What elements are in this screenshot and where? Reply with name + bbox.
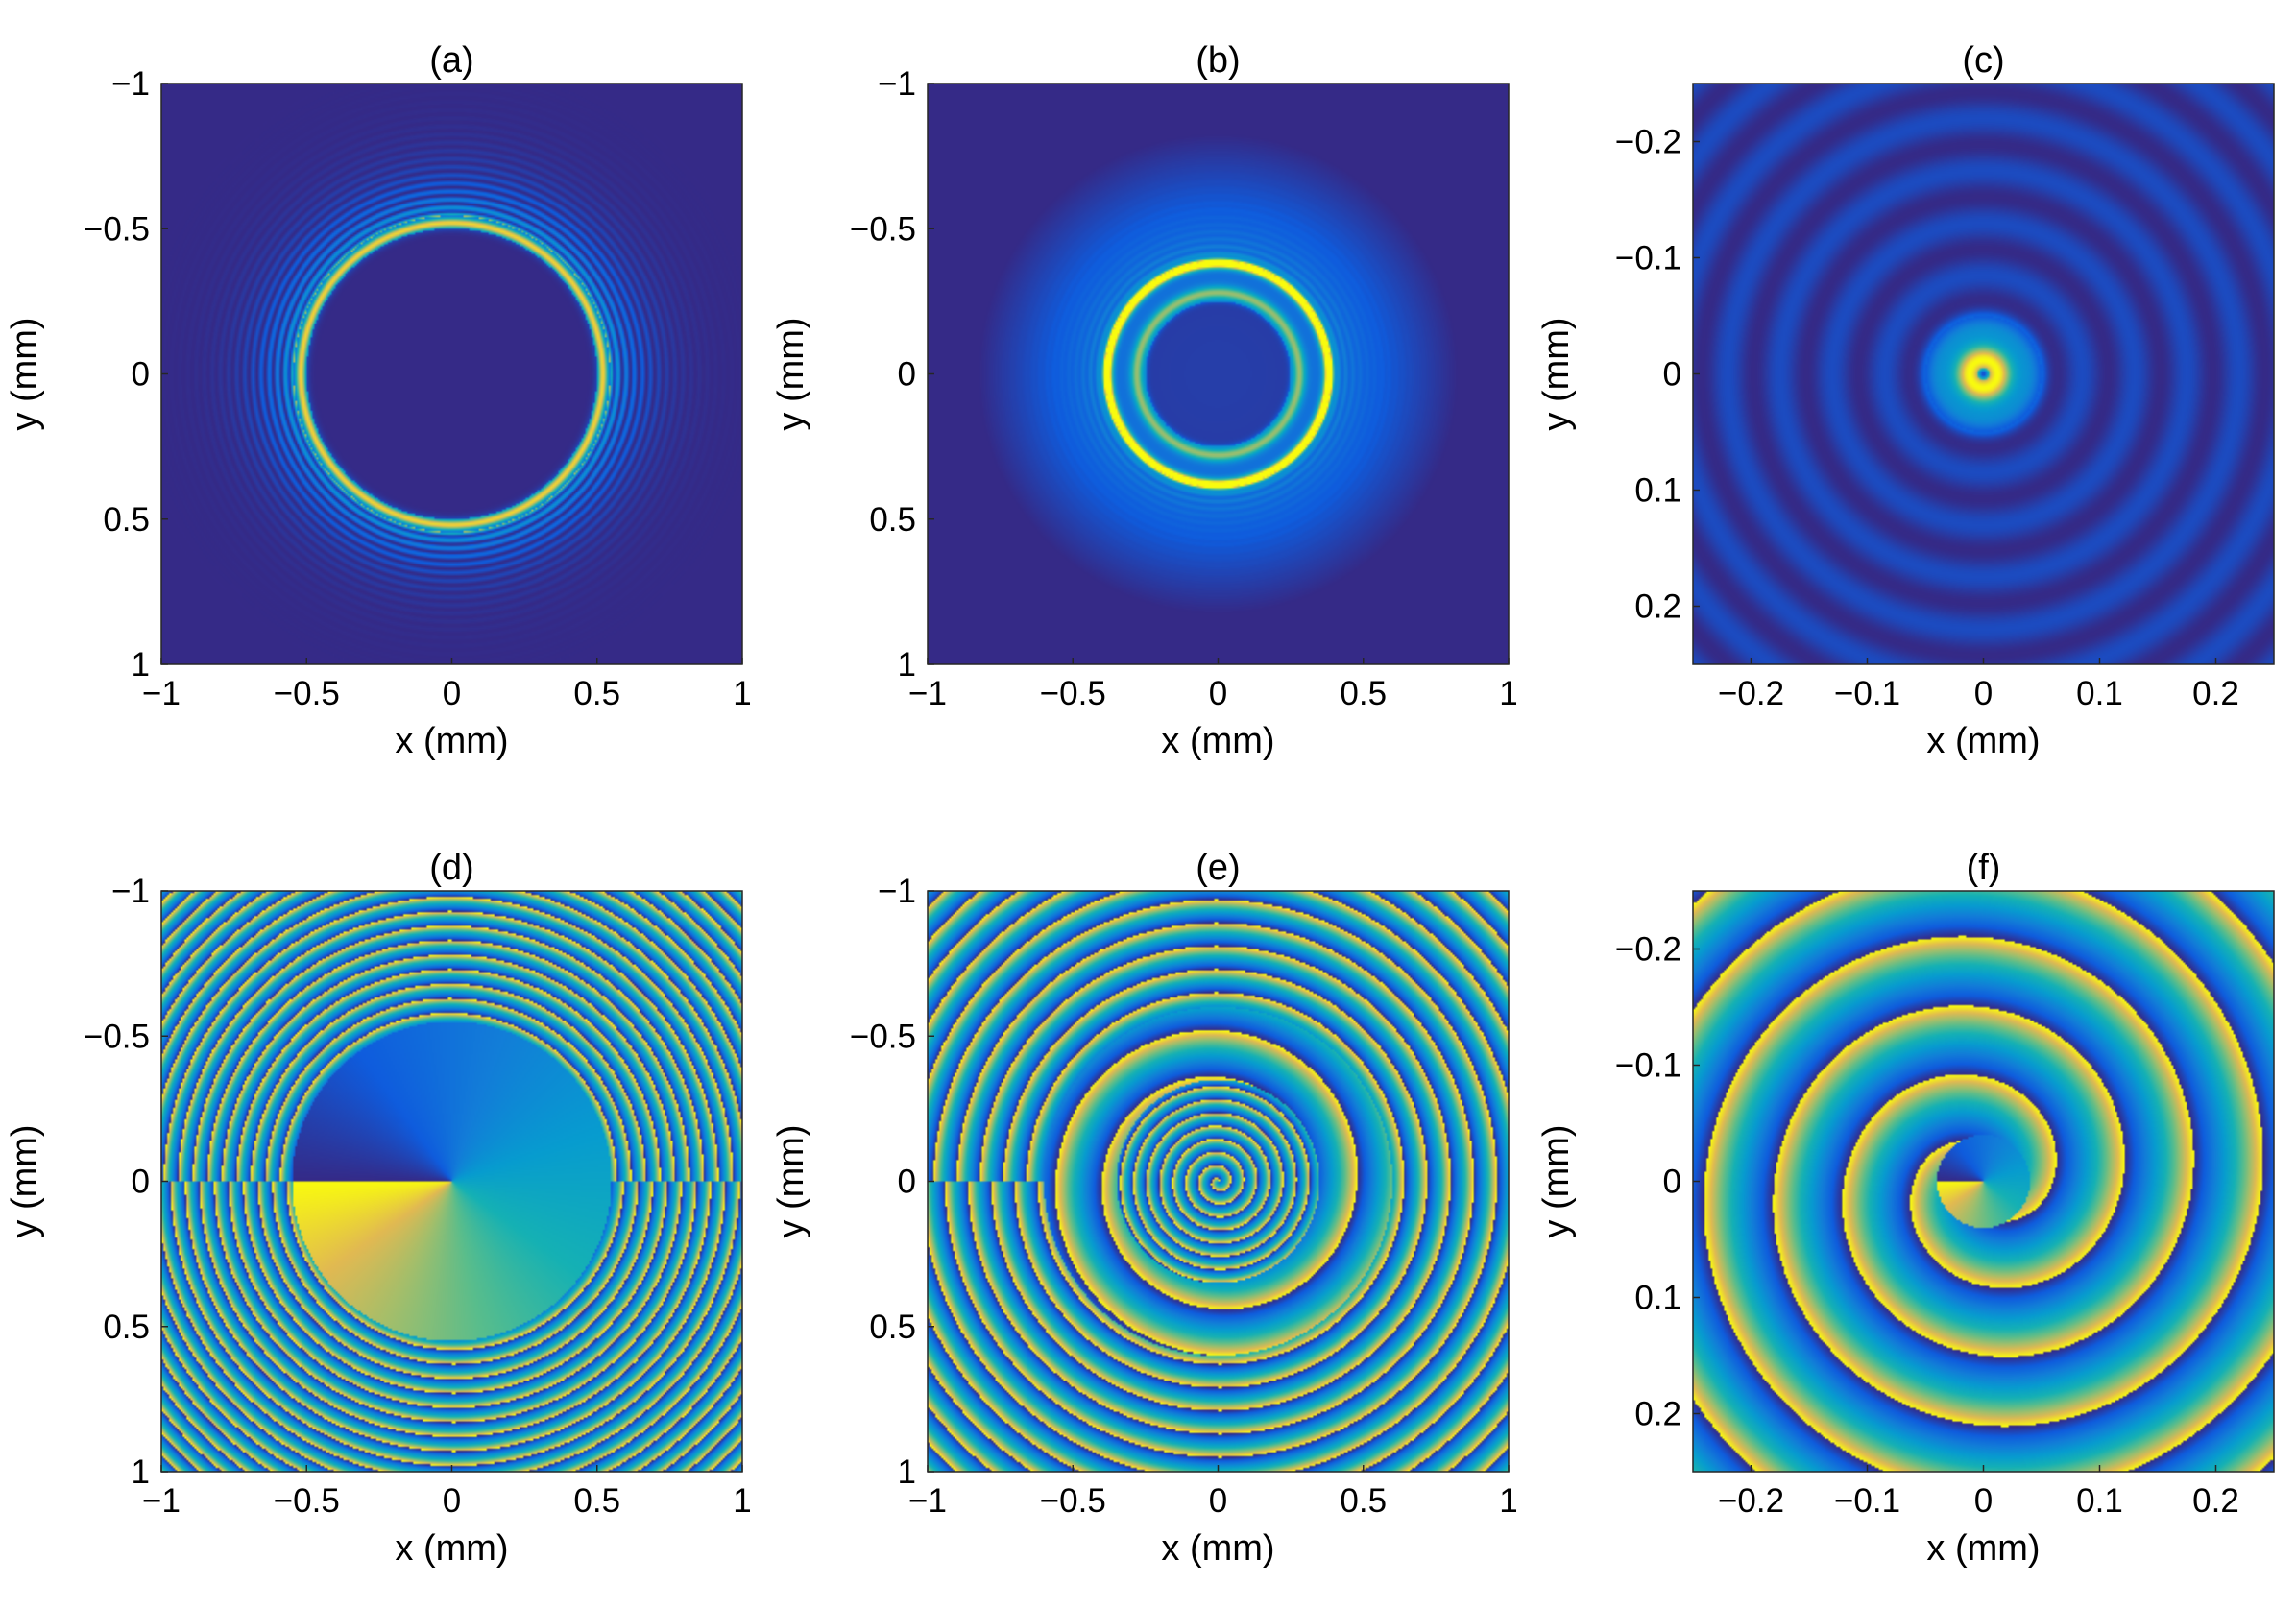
panel-d: (d)−1 −0.5 0 0.5 1−1−0.500.51x (mm)y (mm) xyxy=(5,848,752,1569)
heatmap-image-b xyxy=(928,84,1509,664)
x-tick-label: −0.2 xyxy=(1718,1482,1784,1520)
x-tick-label: 0.2 xyxy=(2192,675,2239,712)
panel-c: (c) −0.2 −0.1 0 0.1 0.2 −0.2 −0.1 0 0.1 0.2 x (mm) y… xyxy=(1536,40,2275,761)
y-tick-label: 0.5 xyxy=(103,1309,150,1346)
x-tick-label: 0.5 xyxy=(1340,675,1387,712)
x-tick-label: 0 xyxy=(1974,675,1993,712)
x-tick-label: 0 xyxy=(1209,1482,1227,1520)
x-tick-label: −0.5 xyxy=(1040,675,1106,712)
x-tick-label: 0.2 xyxy=(2192,1482,2239,1520)
x-tick-label: 0.5 xyxy=(573,675,620,712)
panel-title: (f) xyxy=(1967,848,2001,888)
x-tick-label: −0.1 xyxy=(1834,675,1900,712)
y-tick-label: 1 xyxy=(132,646,150,684)
y-axis-label: y (mm) xyxy=(1536,1124,1577,1237)
panel-a: (a)−1 −0.5 0 0.5 1−1−0.500.51x (mm)y (mm) xyxy=(5,40,752,761)
y-tick-label: 0 xyxy=(132,1164,150,1201)
y-axis-label: y (mm) xyxy=(1536,317,1577,430)
heatmap-image-a xyxy=(161,84,742,664)
x-tick-label: 0 xyxy=(1209,675,1227,712)
panel-title: (e) xyxy=(1196,848,1240,888)
x-tick-label: −0.2 xyxy=(1718,675,1784,712)
panel-title: (d) xyxy=(429,848,473,888)
y-tick-label: −0.1 xyxy=(1615,1047,1681,1085)
heatmap-image-e xyxy=(928,891,1509,1472)
x-tick-label: 0.5 xyxy=(573,1482,620,1520)
x-tick-label: −1 xyxy=(142,675,181,712)
y-axis-label: y (mm) xyxy=(5,1124,45,1237)
x-tick-label: −1 xyxy=(908,675,947,712)
x-tick-label: −1 xyxy=(908,1482,947,1520)
x-tick-label: 0 xyxy=(443,675,461,712)
y-tick-label: 1 xyxy=(132,1453,150,1491)
y-tick-label: −1 xyxy=(878,65,916,103)
x-axis-label: x (mm) xyxy=(1161,721,1274,761)
y-tick-label: 1 xyxy=(898,1453,916,1491)
heatmap-image-c xyxy=(1693,84,2274,664)
x-tick-label: 0 xyxy=(1974,1482,1993,1520)
x-tick-label: −0.5 xyxy=(1040,1482,1106,1520)
y-tick-label: 0 xyxy=(1663,1164,1681,1201)
y-tick-label: −0.2 xyxy=(1615,931,1681,969)
y-tick-label: −0.5 xyxy=(84,210,150,248)
y-tick-label: −0.5 xyxy=(84,1018,150,1055)
x-axis-label: x (mm) xyxy=(395,721,508,761)
x-tick-label: −1 xyxy=(142,1482,181,1520)
x-axis-label: x (mm) xyxy=(1161,1528,1274,1569)
x-tick-label: −0.5 xyxy=(274,1482,340,1520)
y-tick-label: 0.5 xyxy=(869,501,916,539)
y-tick-label: −0.1 xyxy=(1615,240,1681,277)
y-tick-label: −0.5 xyxy=(850,210,916,248)
x-tick-label: 0 xyxy=(443,1482,461,1520)
y-tick-label: 0.1 xyxy=(1634,1280,1681,1317)
heatmap-image-f xyxy=(1693,891,2274,1472)
x-tick-label: 1 xyxy=(733,675,751,712)
y-tick-label: 0 xyxy=(132,356,150,394)
x-axis-label: x (mm) xyxy=(1926,721,2040,761)
x-axis-label: x (mm) xyxy=(1926,1528,2040,1569)
x-axis-label: x (mm) xyxy=(395,1528,508,1569)
panel-title: (a) xyxy=(429,40,473,81)
panel-f: (f) −0.2 −0.1 0 0.1 0.2 −0.2 −0.1 0 0.1 0.2 x (mm) y… xyxy=(1536,848,2275,1569)
y-axis-label: y (mm) xyxy=(771,1124,811,1237)
y-tick-label: 0.5 xyxy=(103,501,150,539)
x-tick-label: 0.1 xyxy=(2076,675,2123,712)
y-tick-label: 0.2 xyxy=(1634,588,1681,626)
x-tick-label: 1 xyxy=(733,1482,751,1520)
panel-b: (b)−1 −0.5 0 0.5 1−1−0.500.51x (mm)y (mm) xyxy=(771,40,1518,761)
panel-title: (c) xyxy=(1962,40,2004,81)
y-tick-label: 0 xyxy=(898,356,916,394)
y-tick-label: 0.1 xyxy=(1634,472,1681,510)
x-tick-label: 0.5 xyxy=(1340,1482,1387,1520)
x-tick-label: 0.1 xyxy=(2076,1482,2123,1520)
y-tick-label: −1 xyxy=(878,873,916,910)
y-tick-label: 0 xyxy=(898,1164,916,1201)
y-axis-label: y (mm) xyxy=(5,317,45,430)
y-tick-label: 0.2 xyxy=(1634,1396,1681,1433)
x-tick-label: 1 xyxy=(1499,1482,1517,1520)
x-tick-label: −0.5 xyxy=(274,675,340,712)
y-axis-label: y (mm) xyxy=(771,317,811,430)
y-tick-label: −1 xyxy=(111,873,150,910)
y-tick-label: 0.5 xyxy=(869,1309,916,1346)
y-tick-label: 1 xyxy=(898,646,916,684)
x-tick-label: −0.1 xyxy=(1834,1482,1900,1520)
y-tick-label: −1 xyxy=(111,65,150,103)
x-tick-label: 1 xyxy=(1499,675,1517,712)
y-tick-label: 0 xyxy=(1663,356,1681,394)
panel-e: (e)−1 −0.5 0 0.5 1−1−0.500.51x (mm)y (mm) xyxy=(771,848,1518,1569)
heatmap-image-d xyxy=(161,891,742,1472)
y-tick-label: −0.2 xyxy=(1615,124,1681,161)
y-tick-label: −0.5 xyxy=(850,1018,916,1055)
panel-title: (b) xyxy=(1196,40,1240,81)
